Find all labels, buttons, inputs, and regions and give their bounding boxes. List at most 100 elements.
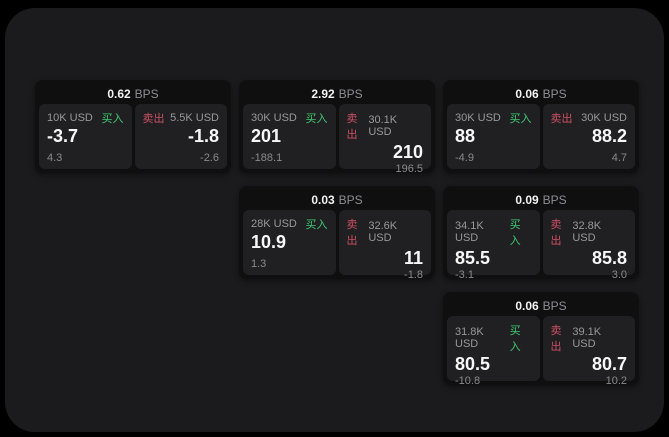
sell-panel[interactable]: 卖出 32.8K USD 85.8 3.0 [542,210,635,281]
sell-amount-label: 39.1K USD [572,326,602,350]
buy-delta-value: 1.3 [251,258,267,270]
card-header: 0.06 BPS [447,84,635,104]
sell-panel-top: 卖出 30.1K USD [347,110,424,142]
buy-amount-label: 34.1K USD [455,220,484,244]
bps-unit-label: BPS [542,193,567,207]
quote-card[interactable]: 0.06 BPS 30K USD 买入 88 -4.9 卖出 30K USD 8… [443,80,639,173]
buy-delta-value: -3.1 [455,268,474,281]
quote-panels: 30K USD 买入 88 -4.9 卖出 30K USD 88.2 4.7 [447,104,635,169]
sell-amount-label: 5.5K USD [170,112,219,124]
sell-panel[interactable]: 卖出 5.5K USD -1.8 -2.6 [134,104,227,169]
quote-panels: 31.8K USD 买入 80.5 -10.8 卖出 39.1K USD 80.… [447,316,635,387]
sell-delta-value: -1.8 [404,268,423,281]
buy-delta-value: -4.9 [455,152,474,164]
buy-side-label: 买入 [305,113,328,125]
sell-panel-top: 卖出 39.1K USD [551,322,628,354]
buy-panel[interactable]: 30K USD 买入 201 -188.1 [243,104,336,169]
buy-panel[interactable]: 34.1K USD 买入 85.5 -3.1 [447,210,540,281]
sell-side-label: 卖出 [550,113,573,125]
buy-side-label: 买入 [305,219,328,231]
buy-panel[interactable]: 30K USD 买入 88 -4.9 [447,104,540,169]
sell-panel[interactable]: 卖出 30K USD 88.2 4.7 [542,104,635,169]
sell-amount-label: 32.8K USD [572,220,602,244]
sell-delta-value: 196.5 [395,162,423,175]
buy-amount-label: 31.8K USD [455,326,484,350]
buy-price-value: -3.7 [47,126,79,146]
buy-price-value: 10.9 [251,232,287,252]
bps-unit-label: BPS [338,87,363,101]
buy-price-value: 85.5 [455,248,491,268]
bps-value: 0.03 [311,193,335,207]
sell-side-label: 卖出 [346,113,358,141]
bps-value: 0.09 [515,193,539,207]
buy-amount-label: 30K USD [455,112,501,124]
buy-panel-top: 30K USD 买入 [455,110,532,126]
sell-panel[interactable]: 卖出 32.6K USD 11 -1.8 [338,210,431,281]
quote-panels: 28K USD 买入 10.9 1.3 卖出 32.6K USD 11 -1.8 [243,210,431,281]
card-header: 0.06 BPS [447,296,635,316]
quote-card[interactable]: 2.92 BPS 30K USD 买入 201 -188.1 卖出 30.1K … [239,80,435,175]
buy-amount-label: 28K USD [251,218,297,230]
bps-value: 2.92 [311,87,335,101]
buy-delta-value: 4.3 [47,152,63,164]
sell-delta-value: -2.6 [200,152,219,164]
sell-panel-top: 卖出 32.6K USD [347,216,424,248]
buy-amount-label: 30K USD [251,112,297,124]
sell-panel-top: 卖出 32.8K USD [551,216,628,248]
sell-side-label: 卖出 [346,219,358,247]
sell-panel[interactable]: 卖出 30.1K USD 210 196.5 [338,104,431,175]
sell-amount-label: 30.1K USD [368,114,398,138]
quote-card[interactable]: 0.62 BPS 10K USD 买入 -3.7 4.3 卖出 5.5K USD… [35,80,231,173]
sell-price-value: -1.8 [187,126,219,146]
sell-price-value: 210 [392,142,423,162]
sell-delta-value: 10.2 [605,374,627,387]
sell-price-value: 88.2 [591,126,627,146]
bps-unit-label: BPS [134,87,159,101]
buy-panel[interactable]: 31.8K USD 买入 80.5 -10.8 [447,316,540,387]
buy-delta-value: -188.1 [251,152,283,164]
buy-price-value: 201 [251,126,282,146]
sell-panel-top: 卖出 5.5K USD [143,110,220,126]
bps-value: 0.06 [515,299,539,313]
card-header: 0.03 BPS [243,190,431,210]
buy-side-label: 买入 [509,325,521,353]
quote-panels: 34.1K USD 买入 85.5 -3.1 卖出 32.8K USD 85.8… [447,210,635,281]
sell-delta-value: 3.0 [611,268,627,281]
sell-side-label: 卖出 [142,113,165,125]
bps-value: 0.06 [515,87,539,101]
card-header: 0.62 BPS [39,84,227,104]
buy-price-value: 80.5 [455,354,491,374]
sell-panel[interactable]: 卖出 39.1K USD 80.7 10.2 [542,316,635,387]
quote-card[interactable]: 0.09 BPS 34.1K USD 买入 85.5 -3.1 卖出 32.8K… [443,186,639,281]
buy-panel-top: 10K USD 买入 [47,110,124,126]
bps-unit-label: BPS [542,87,567,101]
sell-price-value: 80.7 [591,354,627,374]
sell-panel-top: 卖出 30K USD [551,110,628,126]
buy-panel-top: 31.8K USD 买入 [455,322,532,354]
buy-panel[interactable]: 28K USD 买入 10.9 1.3 [243,210,336,275]
quote-card[interactable]: 0.03 BPS 28K USD 买入 10.9 1.3 卖出 32.6K US… [239,186,435,281]
bps-unit-label: BPS [542,299,567,313]
buy-panel[interactable]: 10K USD 买入 -3.7 4.3 [39,104,132,169]
buy-amount-label: 10K USD [47,112,93,124]
sell-amount-label: 30K USD [581,112,627,124]
buy-price-value: 88 [455,126,476,146]
quote-panels: 10K USD 买入 -3.7 4.3 卖出 5.5K USD -1.8 -2.… [39,104,227,169]
sell-price-value: 11 [403,248,423,268]
quote-card[interactable]: 0.06 BPS 31.8K USD 买入 80.5 -10.8 卖出 39.1… [443,292,639,387]
buy-panel-top: 30K USD 买入 [251,110,328,126]
bps-unit-label: BPS [338,193,363,207]
bps-value: 0.62 [107,87,131,101]
sell-side-label: 卖出 [550,325,562,353]
buy-panel-top: 34.1K USD 买入 [455,216,532,248]
sell-side-label: 卖出 [550,219,562,247]
sell-price-value: 85.8 [591,248,627,268]
buy-side-label: 买入 [509,219,521,247]
card-header: 0.09 BPS [447,190,635,210]
card-header: 2.92 BPS [243,84,431,104]
buy-side-label: 买入 [101,113,124,125]
sell-delta-value: 4.7 [611,152,627,164]
app-frame: 0.62 BPS 10K USD 买入 -3.7 4.3 卖出 5.5K USD… [5,8,664,432]
buy-side-label: 买入 [509,113,532,125]
sell-amount-label: 32.6K USD [368,220,398,244]
